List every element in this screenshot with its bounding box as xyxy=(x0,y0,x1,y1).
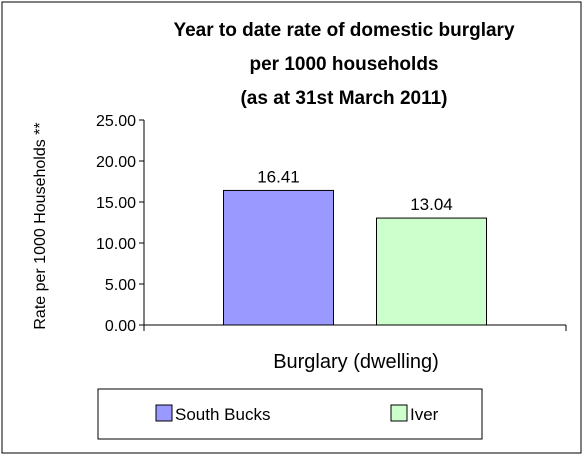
bar-iver xyxy=(376,217,487,326)
plot-area: 0.00 5.00 10.00 15.00 20.00 25.00 16.41 13.04 xyxy=(96,113,567,335)
y-tick-label-0: 0.00 xyxy=(105,318,136,335)
legend-swatch-south-bucks xyxy=(155,404,173,422)
legend-swatch-iver xyxy=(390,404,408,422)
data-label-south-bucks: 16.41 xyxy=(257,167,300,186)
x-axis-label: Burglary (dwelling) xyxy=(273,351,439,373)
data-label-iver: 13.04 xyxy=(410,195,453,214)
legend: South Bucks Iver xyxy=(97,388,483,440)
y-tick-label-1: 5.00 xyxy=(105,277,136,294)
chart-title-line-2: per 1000 households xyxy=(249,54,438,75)
y-tick-label-2: 10.00 xyxy=(96,236,136,253)
chart-title-line-3: (as at 31st March 2011) xyxy=(240,88,447,109)
y-tick-label-4: 20.00 xyxy=(96,154,136,171)
legend-label-south-bucks: South Bucks xyxy=(175,405,270,424)
bar-south-bucks xyxy=(223,189,334,326)
y-tick-label-3: 15.00 xyxy=(96,195,136,212)
legend-label-iver: Iver xyxy=(410,405,439,424)
y-axis-label: Rate per 1000 Households ** xyxy=(32,122,49,329)
chart-title-line-1: Year to date rate of domestic burglary xyxy=(173,20,514,41)
y-tick-label-5: 25.00 xyxy=(96,113,136,130)
